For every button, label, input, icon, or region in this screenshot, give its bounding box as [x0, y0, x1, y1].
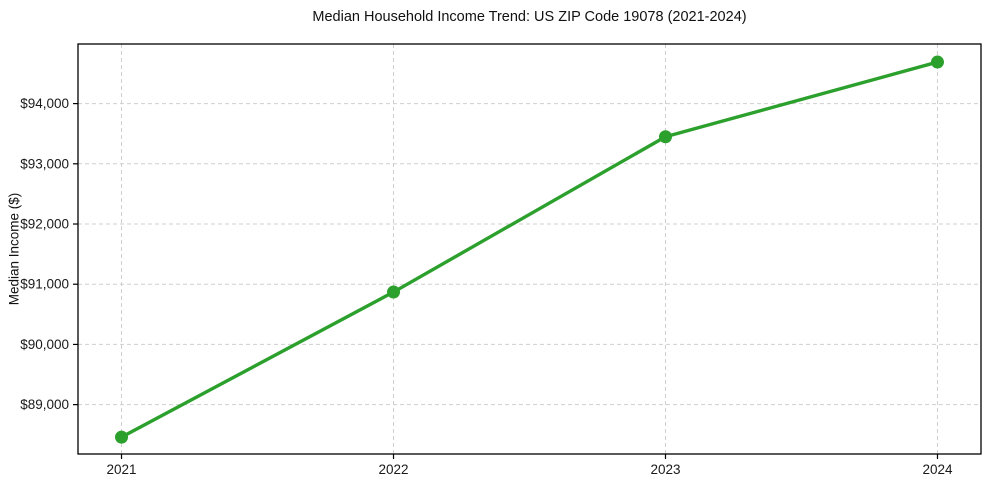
x-tick-label: 2023: [650, 462, 680, 477]
y-tick-label: $94,000: [20, 96, 69, 111]
x-tick-label: 2021: [106, 462, 136, 477]
y-tick-label: $90,000: [20, 337, 69, 352]
x-tick-label: 2024: [922, 462, 953, 477]
y-tick-label: $91,000: [20, 277, 69, 292]
plot-border: [77, 43, 982, 455]
data-point: [658, 130, 672, 144]
trend-line: [119, 60, 940, 439]
data-point: [930, 55, 944, 69]
y-tick-label: $92,000: [20, 217, 69, 232]
chart-title: Median Household Income Trend: US ZIP Co…: [312, 9, 747, 25]
y-tick-label: $89,000: [20, 397, 69, 412]
data-point: [115, 430, 129, 444]
x-tick-label: 2022: [378, 462, 408, 477]
data-point: [387, 285, 401, 299]
y-tick-label: $93,000: [20, 156, 69, 171]
